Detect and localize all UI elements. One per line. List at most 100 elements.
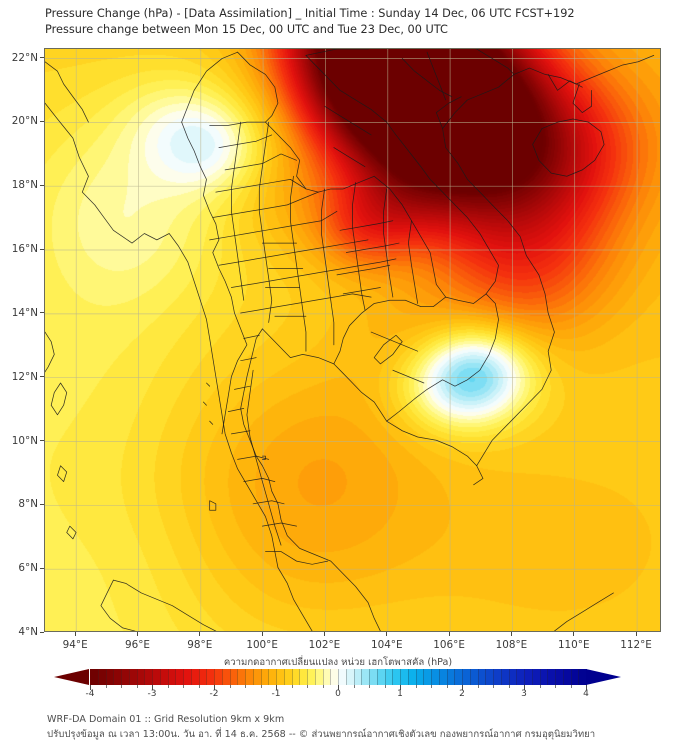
colorbar-separator	[252, 669, 254, 685]
y-tick	[40, 503, 44, 505]
colorbar-tick	[214, 685, 215, 690]
colorbar-segment	[314, 669, 324, 685]
chart-title-block: Pressure Change (hPa) - [Data Assimilati…	[45, 6, 665, 38]
colorbar-segment	[144, 669, 153, 685]
colorbar-segment	[291, 669, 300, 685]
colorbar-segment	[299, 669, 308, 685]
pressure-change-field	[45, 49, 660, 631]
colorbar-gradient	[90, 669, 587, 685]
colorbar-separator	[485, 669, 487, 685]
colorbar-segment	[369, 669, 378, 685]
colorbar-tick	[508, 685, 510, 688]
y-axis-label: 20°N	[11, 115, 38, 128]
colorbar-tick	[152, 685, 153, 690]
x-axis-label: 94°E	[62, 639, 88, 651]
x-tick	[573, 632, 575, 636]
colorbar-tick-label: -1	[271, 689, 281, 699]
colorbar-separator	[369, 669, 370, 685]
y-axis-label: 12°N	[11, 370, 38, 383]
colorbar-segment	[330, 669, 339, 685]
map-plot-area[interactable]	[44, 48, 661, 632]
colorbar-tick	[369, 685, 370, 688]
colorbar-tick	[353, 685, 355, 688]
colorbar-tick	[555, 685, 556, 688]
colorbar-segment	[578, 669, 587, 685]
x-tick	[74, 632, 76, 636]
colorbar-separator	[159, 669, 161, 685]
colorbar-separator	[493, 669, 494, 685]
colorbar-segment	[547, 669, 556, 685]
x-tick	[448, 632, 450, 636]
colorbar-separator	[407, 669, 409, 685]
colorbar-separator	[128, 669, 130, 685]
colorbar-extend-low	[54, 669, 89, 685]
colorbar-separator	[268, 669, 270, 685]
colorbar-separator	[431, 669, 432, 685]
colorbar-separator	[121, 669, 122, 685]
colorbar[interactable]: -4 -3 -2 -1 0 1 2 3 4	[54, 669, 621, 699]
colorbar-segment	[268, 669, 277, 685]
colorbar-separator	[547, 669, 549, 685]
y-axis-label: 6°N	[18, 562, 38, 575]
colorbar-separator	[113, 669, 115, 685]
x-axis-label: 98°E	[187, 639, 213, 651]
y-tick	[40, 440, 44, 442]
colorbar-separator	[400, 669, 401, 685]
x-tick	[635, 632, 637, 636]
colorbar-segment	[415, 669, 424, 685]
colorbar-segment	[136, 669, 145, 685]
colorbar-segment	[276, 669, 285, 685]
colorbar-separator	[500, 669, 502, 685]
pressure-change-canvas	[45, 49, 660, 631]
colorbar-tick-label: 4	[583, 689, 589, 699]
colorbar-tick	[105, 685, 107, 688]
map-plot-wrap: 4°N 6°N 8°N 10°N 12°N 14°N 16°N 18°N 20°N 22°N 94°…	[12, 48, 661, 651]
colorbar-segment	[198, 669, 207, 685]
y-axis-label: 8°N	[18, 498, 38, 511]
colorbar-segment	[562, 669, 572, 685]
colorbar-segment	[283, 669, 293, 685]
y-axis-label: 18°N	[11, 179, 38, 192]
colorbar-segment	[214, 669, 223, 685]
colorbar-separator	[167, 669, 169, 685]
y-axis-label: 4°N	[18, 626, 38, 638]
colorbar-segment	[423, 669, 432, 685]
colorbar-segment	[221, 669, 231, 685]
colorbar-segment	[237, 669, 246, 685]
colorbar-extend-high	[586, 669, 621, 685]
colorbar-separator	[516, 669, 518, 685]
colorbar-segment	[500, 669, 510, 685]
colorbar-segment	[462, 669, 471, 685]
x-axis-label: 112°E	[620, 639, 652, 651]
colorbar-tick	[276, 685, 277, 690]
colorbar-segment	[493, 669, 502, 685]
y-tick	[40, 248, 44, 250]
colorbar-separator	[307, 669, 308, 685]
colorbar-separator	[376, 669, 378, 685]
colorbar-separator	[477, 669, 479, 685]
colorbar-separator	[539, 669, 541, 685]
y-axis-label: 16°N	[11, 243, 38, 256]
colorbar-separator	[245, 669, 246, 685]
colorbar-tick	[183, 685, 184, 688]
footer-block: WRF-DA Domain 01 :: Grid Resolution 9km …	[47, 712, 667, 742]
colorbar-tick-label: -3	[147, 689, 157, 699]
colorbar-separator	[570, 669, 572, 685]
colorbar-segment	[229, 669, 238, 685]
y-axis-label: 10°N	[11, 434, 38, 447]
colorbar-separator	[276, 669, 277, 685]
colorbar-separator	[330, 669, 332, 685]
colorbar-separator	[531, 669, 533, 685]
y-tick	[40, 567, 44, 569]
colorbar-block: ความกดอากาศเปลี่ยนแปลง หน่วย เฮกโตพาสคัล…	[0, 655, 676, 703]
x-axis-label: 106°E	[433, 639, 465, 651]
colorbar-separator	[260, 669, 262, 685]
colorbar-segment	[345, 669, 355, 685]
colorbar-segment	[361, 669, 370, 685]
colorbar-tick-label: 3	[521, 689, 527, 699]
colorbar-tick	[384, 685, 386, 688]
colorbar-segment	[407, 669, 417, 685]
x-tick	[510, 632, 512, 636]
y-tick	[40, 120, 44, 122]
